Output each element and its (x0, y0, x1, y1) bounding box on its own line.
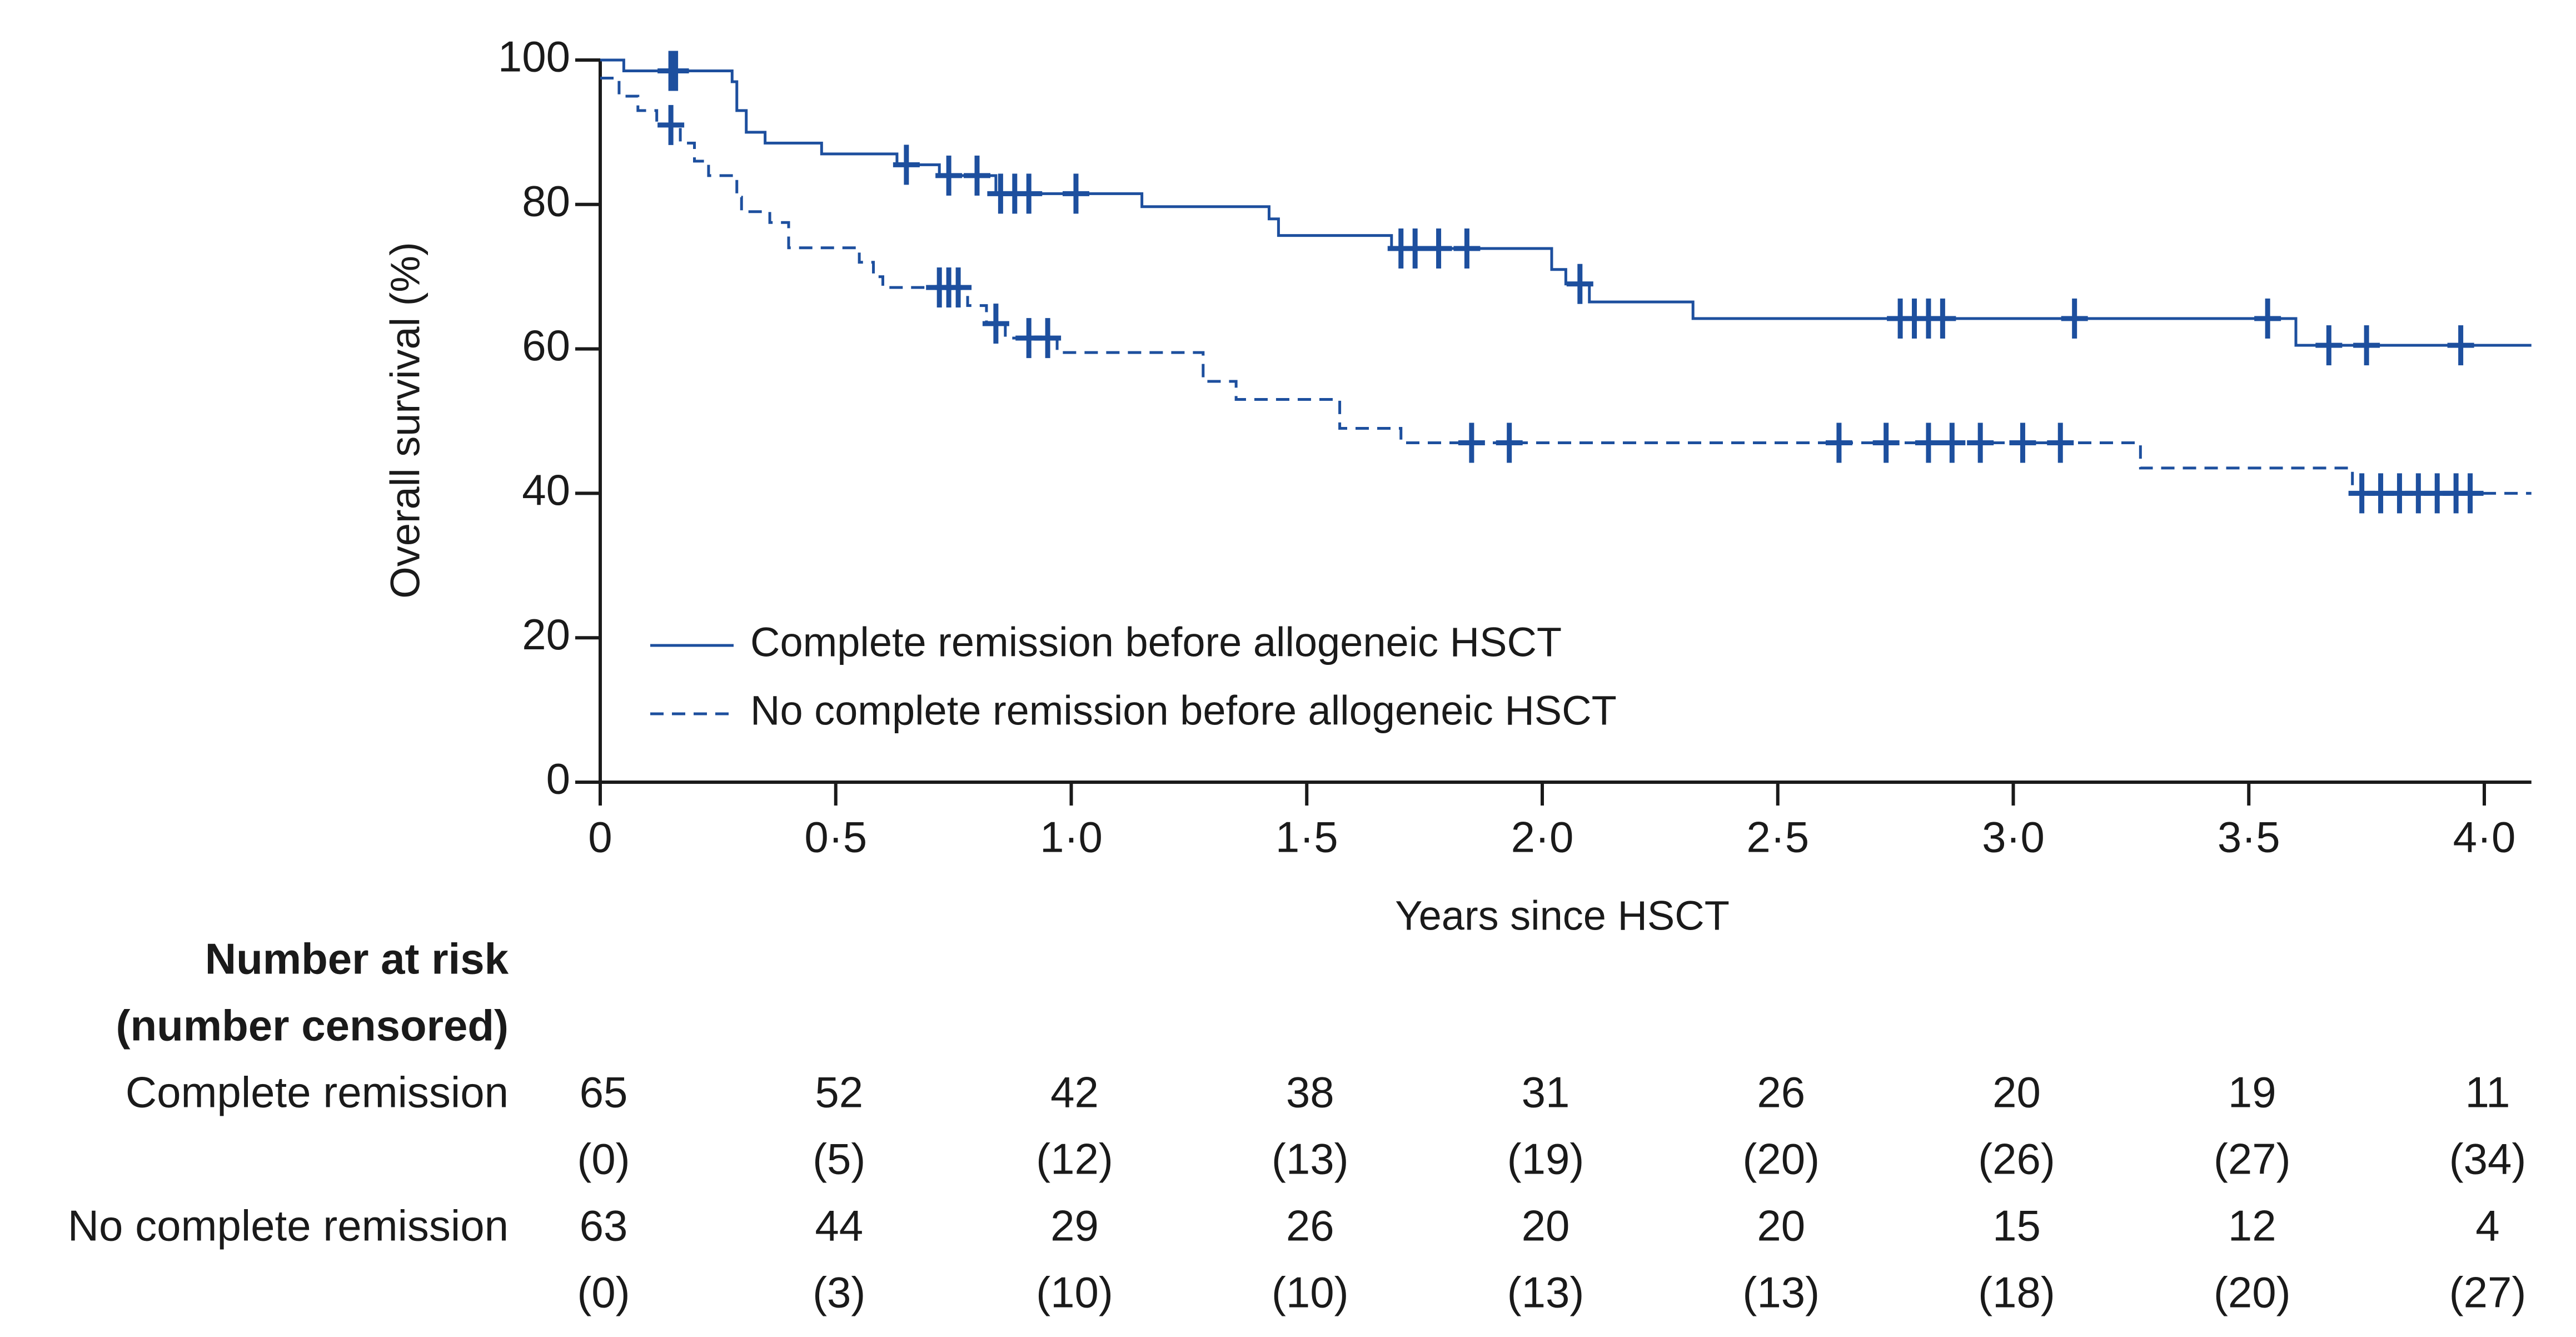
censor-mark (1034, 318, 1062, 359)
survival-curve (600, 76, 2532, 495)
at-risk: 65 (580, 1068, 628, 1117)
x-tick-label: 0 (588, 813, 612, 862)
at-risk: 52 (815, 1068, 863, 1117)
survival-curve (600, 58, 2532, 347)
at-risk: 31 (1522, 1068, 1570, 1117)
censor-mark (1872, 423, 1900, 463)
censored-count: (20) (2214, 1268, 2291, 1317)
x-tick-label: 0·5 (804, 813, 867, 862)
censor-mark (662, 51, 689, 91)
censor-mark (1967, 423, 1994, 463)
censored-count: (0) (577, 1268, 630, 1317)
censored-count: (13) (1507, 1268, 1585, 1317)
legend-label: No complete remission before allogeneic … (750, 688, 1617, 734)
censor-mark (1566, 264, 1593, 304)
censor-mark (2315, 325, 2343, 366)
censor-mark (893, 145, 920, 185)
at-risk: 20 (1522, 1201, 1570, 1250)
censored-count: (13) (1272, 1135, 1349, 1184)
x-axis-title: Years since HSCT (1395, 893, 1730, 939)
censored-count: (27) (2214, 1135, 2291, 1184)
at-risk: 26 (1757, 1068, 1805, 1117)
censor-mark (935, 155, 963, 196)
censored-count: (10) (1272, 1268, 1349, 1317)
censored-count: (20) (1742, 1135, 1820, 1184)
censored-count: (12) (1036, 1135, 1113, 1184)
censor-mark (1915, 423, 1942, 463)
x-tick-label: 2·0 (1511, 813, 1574, 862)
censor-mark (1939, 423, 1966, 463)
at-risk: 42 (1050, 1068, 1099, 1117)
censor-mark (2061, 299, 2088, 339)
at-risk: 20 (1757, 1201, 1805, 1250)
censored-count: (3) (813, 1268, 865, 1317)
censor-mark (982, 304, 1009, 344)
censored-count: (34) (2449, 1135, 2527, 1184)
censor-mark (2009, 423, 2036, 463)
y-tick-label: 20 (522, 610, 570, 659)
censored-count: (19) (1507, 1135, 1585, 1184)
y-tick-label: 60 (522, 321, 570, 370)
y-tick-label: 80 (522, 176, 570, 225)
censored-count: (26) (1978, 1135, 2055, 1184)
censored-count: (13) (1742, 1268, 1820, 1317)
at-risk: 63 (580, 1201, 628, 1250)
censor-mark (1062, 173, 1089, 214)
censor-mark (1402, 228, 1429, 269)
at-risk: 15 (1992, 1201, 2041, 1250)
censor-mark (945, 267, 972, 308)
y-axis-title: Overall survival (%) (382, 242, 428, 598)
table-row-label: Complete remission (126, 1068, 509, 1117)
x-tick-label: 1·5 (1275, 813, 1338, 862)
x-tick-label: 1·0 (1040, 813, 1103, 862)
censor-mark (657, 105, 685, 145)
x-tick-label: 2·5 (1746, 813, 1809, 862)
censor-mark (1425, 228, 1452, 269)
at-risk: 4 (2475, 1201, 2499, 1250)
censor-mark (2353, 325, 2380, 366)
at-risk: 29 (1050, 1201, 1099, 1250)
censor-mark (2047, 423, 2074, 463)
at-risk: 12 (2228, 1201, 2276, 1250)
x-tick-label: 4·0 (2453, 813, 2516, 862)
y-tick-label: 40 (522, 465, 570, 514)
table-row-label: No complete remission (68, 1201, 509, 1250)
x-tick-label: 3·5 (2218, 813, 2280, 862)
censor-mark (1453, 228, 1481, 269)
censored-count: (18) (1978, 1268, 2055, 1317)
y-tick-label: 0 (546, 754, 570, 803)
legend-label: Complete remission before allogeneic HSC… (750, 619, 1562, 665)
censor-mark (1496, 423, 1523, 463)
y-tick-label: 100 (498, 32, 570, 81)
censor-mark (2254, 299, 2281, 339)
at-risk: 19 (2228, 1068, 2276, 1117)
at-risk: 44 (815, 1201, 863, 1250)
at-risk: 20 (1992, 1068, 2041, 1117)
censored-count: (10) (1036, 1268, 1113, 1317)
censor-mark (1825, 423, 1852, 463)
censor-mark (2447, 325, 2474, 366)
censored-count: (0) (577, 1135, 630, 1184)
table-title: (number censored) (116, 1001, 509, 1050)
x-tick-label: 3·0 (1982, 813, 2045, 862)
censor-mark (1929, 299, 1956, 339)
censored-count: (27) (2449, 1268, 2527, 1317)
censor-mark (2457, 473, 2484, 514)
censor-mark (1458, 423, 1485, 463)
censor-mark (1015, 173, 1043, 214)
at-risk: 11 (2465, 1068, 2510, 1117)
at-risk: 38 (1286, 1068, 1334, 1117)
at-risk: 26 (1286, 1201, 1334, 1250)
table-title: Number at risk (205, 935, 509, 983)
censor-mark (964, 155, 990, 196)
censored-count: (5) (813, 1135, 865, 1184)
